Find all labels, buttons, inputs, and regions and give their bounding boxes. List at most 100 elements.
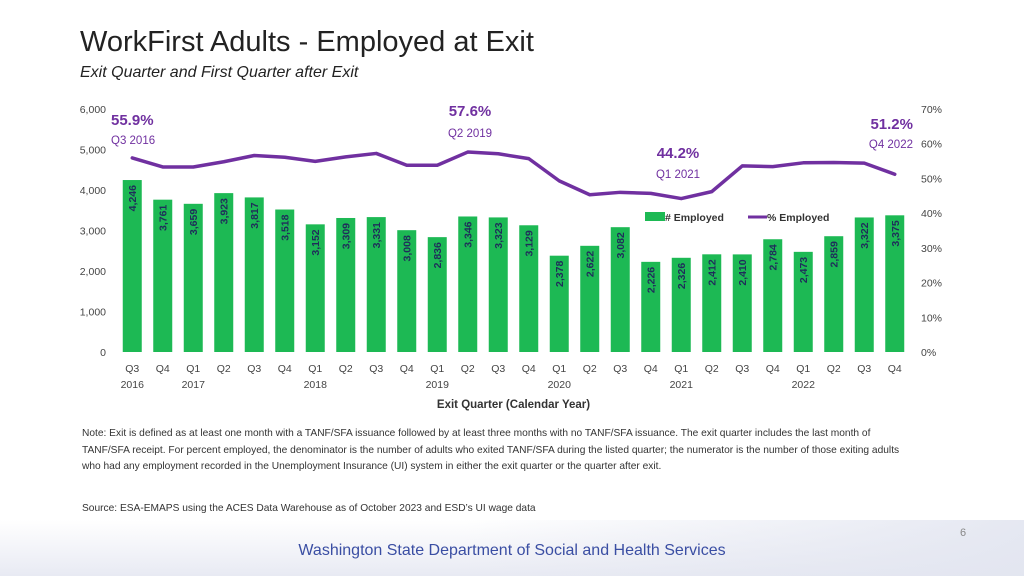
bar-data-label: 3,152 [310, 229, 322, 255]
bar [305, 224, 325, 352]
chart-note: Note: Exit is defined as at least one mo… [82, 428, 900, 472]
legend-label-percent: % Employed [767, 212, 829, 224]
bar [366, 217, 386, 352]
bar [732, 254, 752, 352]
employment-chart: 0 1,000 2,000 3,000 4,000 5,000 6,000 0% 10% 20% 3… [80, 103, 942, 411]
bar [488, 217, 508, 352]
y-right-tick-label: 20% [921, 278, 942, 290]
bar-data-label: 3,518 [280, 214, 292, 240]
x-tick-label: Q1 [674, 363, 688, 375]
bar [854, 217, 874, 352]
line-series-percent-employed [130, 150, 897, 201]
callout-value: 57.6% [449, 103, 492, 120]
bar-data-label: 3,761 [158, 205, 170, 231]
callout-label: Q2 2019 [448, 128, 492, 140]
footer-organization: Washington State Department of Social an… [298, 542, 726, 559]
y-right-tick-label: 70% [921, 104, 942, 116]
x-tick-label: Q4 [766, 363, 780, 375]
y-right-tick-label: 40% [921, 208, 942, 220]
x-tick-label: Q4 [644, 363, 658, 375]
bar-data-label: 3,331 [371, 222, 383, 248]
bar-data-label: 2,836 [432, 242, 444, 268]
y-right-tick-label: 60% [921, 139, 942, 151]
y-left-tick-label: 3,000 [80, 226, 106, 238]
x-tick-label: Q2 [461, 363, 475, 375]
bar [793, 251, 813, 352]
x-tick-label: Q3 [735, 363, 749, 375]
x-tick-label: Q3 [125, 363, 139, 375]
page-number: 6 [960, 527, 967, 539]
x-tick-label: Q4 [522, 363, 536, 375]
bar-data-label: 3,322 [859, 222, 871, 248]
x-tick-label: Q3 [369, 363, 383, 375]
x-tick-label: Q4 [278, 363, 292, 375]
bar-data-label: 2,622 [585, 251, 597, 277]
slide-title: WorkFirst Adults - Employed at Exit [80, 26, 534, 58]
bar [275, 209, 295, 352]
bar [397, 230, 417, 352]
y-left-tick-label: 6,000 [80, 104, 106, 116]
bar [702, 254, 722, 352]
bar-data-label: 2,473 [798, 257, 810, 283]
x-tick-label: Q1 [552, 363, 566, 375]
y-left-tick-label: 0 [100, 347, 106, 359]
slide-subtitle: Exit Quarter and First Quarter after Exi… [80, 64, 359, 81]
callout-label: Q3 2016 [111, 135, 155, 147]
callout-value: 51.2% [870, 116, 913, 133]
callout-label: Q1 2021 [656, 169, 700, 181]
bar-data-label: 3,375 [890, 220, 902, 246]
bar-data-label: 3,129 [524, 230, 536, 256]
callout-value: 44.2% [657, 145, 700, 162]
x-year-label: 2019 [426, 379, 450, 391]
x-tick-label: Q2 [583, 363, 597, 375]
bar-data-label: 3,659 [188, 209, 200, 235]
bar-data-label: 3,082 [615, 232, 627, 258]
bar [214, 193, 234, 352]
bar [519, 225, 539, 352]
y-left-tick-label: 2,000 [80, 266, 106, 278]
y-left-tick-label: 1,000 [80, 307, 106, 319]
bar-data-label: 2,412 [707, 259, 719, 285]
bar-data-label: 3,817 [249, 202, 261, 228]
x-year-label: 2018 [304, 379, 328, 391]
bar [244, 197, 264, 352]
x-tick-label: Q2 [705, 363, 719, 375]
bar-data-label: 3,008 [402, 235, 414, 261]
y-right-tick-label: 30% [921, 243, 942, 255]
y-left-tick-label: 4,000 [80, 185, 106, 197]
bar-data-label: 2,859 [829, 241, 841, 267]
x-year-label: 2020 [548, 379, 572, 391]
x-tick-label: Q4 [156, 363, 170, 375]
callout-label: Q4 2022 [869, 139, 913, 151]
x-tick-label: Q1 [430, 363, 444, 375]
x-axis-title: Exit Quarter (Calendar Year) [437, 399, 590, 411]
x-year-label: 2017 [182, 379, 206, 391]
footer-band [0, 520, 1024, 576]
bar [549, 255, 569, 352]
x-tick-label: Q1 [796, 363, 810, 375]
legend-label-employed: # Employed [665, 212, 724, 224]
bar [580, 245, 600, 352]
bar-data-label: 2,226 [646, 267, 658, 293]
bar-data-label: 3,923 [219, 198, 231, 224]
callout-value: 55.9% [111, 112, 154, 129]
bar [153, 199, 173, 352]
x-year-label: 2022 [792, 379, 816, 391]
x-tick-label: Q1 [186, 363, 200, 375]
x-year-label: 2021 [670, 379, 694, 391]
x-tick-label: Q4 [400, 363, 414, 375]
bar [427, 237, 447, 352]
y-right-tick-label: 50% [921, 173, 942, 185]
bar [458, 216, 478, 352]
x-tick-label: Q3 [491, 363, 505, 375]
bar [824, 236, 844, 352]
x-tick-label: Q3 [247, 363, 261, 375]
y-left-tick-label: 5,000 [80, 145, 106, 157]
bar-data-label: 2,378 [554, 261, 566, 287]
bar [885, 215, 905, 352]
y-right-tick-label: 0% [921, 347, 936, 359]
y-right-tick-label: 10% [921, 312, 942, 324]
x-tick-label: Q4 [888, 363, 902, 375]
chart-source: Source: ESA-EMAPS using the ACES Data Wa… [82, 503, 536, 514]
bar [610, 227, 630, 352]
